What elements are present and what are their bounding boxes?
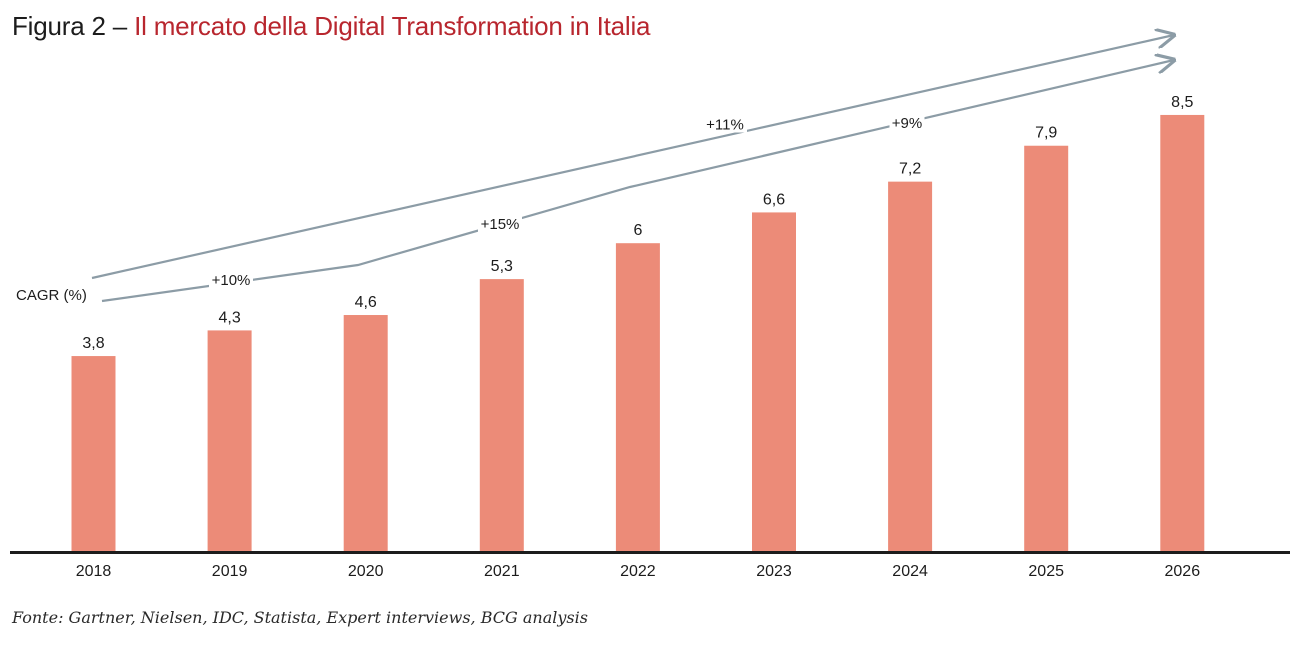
value-label-2022: 6 xyxy=(633,222,642,239)
category-label-2026: 2026 xyxy=(1165,563,1201,580)
bar-2026 xyxy=(1160,114,1205,551)
value-label-2020: 4,6 xyxy=(355,294,377,311)
bar-2021 xyxy=(479,279,524,551)
value-label-2025: 7,9 xyxy=(1035,125,1057,142)
cagr-segment-label-2020-2022: +15% xyxy=(481,216,520,233)
value-label-2024: 7,2 xyxy=(899,161,921,178)
category-label-2022: 2022 xyxy=(620,563,656,580)
labels-group: 3,8 2018 4,3 2019 4,6 2020 5,3 2021 6 2022 6,6 2023… xyxy=(10,94,1290,580)
category-label-2019: 2019 xyxy=(212,563,248,580)
cagr-segment-label-2020-2022-bg xyxy=(478,214,522,232)
title-text: Il mercato della Digital Transformation … xyxy=(134,11,651,41)
category-label-2018: 2018 xyxy=(76,563,112,580)
cagr-segment-label-2022-2026-bg xyxy=(889,113,925,131)
chart-title: Figura 2 – Il mercato della Digital Tran… xyxy=(12,8,651,44)
bar-2025 xyxy=(1024,145,1069,552)
cagr-overall-label: +11% xyxy=(706,117,744,134)
category-label-2023: 2023 xyxy=(756,563,792,580)
value-label-2019: 4,3 xyxy=(218,309,240,326)
cagr-segment-label-2018-2020: +10% xyxy=(212,272,251,289)
category-label-2025: 2025 xyxy=(1028,563,1064,580)
cagr-label: CAGR (%) xyxy=(16,287,87,304)
category-label-2024: 2024 xyxy=(892,563,928,580)
bar-2018 xyxy=(71,356,116,551)
figure-label: Figura 2 – xyxy=(12,11,135,41)
value-label-2023: 6,6 xyxy=(763,191,785,208)
category-label-2021: 2021 xyxy=(484,563,520,580)
cagr-segment-label-2018-2020-bg xyxy=(209,270,253,288)
category-label-2020: 2020 xyxy=(348,563,384,580)
cagr-segment-label-2022-2026: +9% xyxy=(892,115,922,132)
value-label-2018: 3,8 xyxy=(82,335,104,352)
bar-2023 xyxy=(752,212,796,552)
source-note: Fonte: Gartner, Nielsen, IDC, Statista, … xyxy=(12,608,588,627)
cagr-overall-label-bg xyxy=(703,114,747,133)
value-label-2026: 8,5 xyxy=(1171,94,1193,111)
bar-2019 xyxy=(207,330,252,551)
bars-group xyxy=(71,114,1205,552)
cagr-overall-arrow xyxy=(91,35,1174,280)
bar-2020 xyxy=(343,315,388,551)
value-label-2021: 5,3 xyxy=(491,258,513,275)
bar-2024 xyxy=(888,181,933,551)
bar-2022 xyxy=(615,243,660,551)
